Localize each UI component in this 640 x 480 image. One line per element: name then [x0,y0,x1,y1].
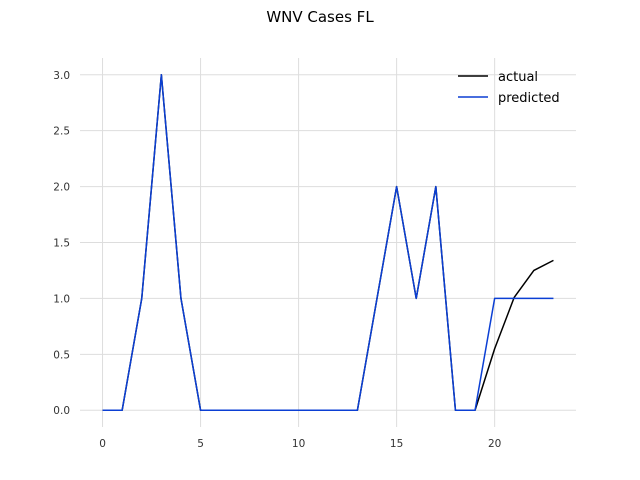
y-tick-label: 1.0 [53,293,70,305]
x-tick-label: 5 [197,438,204,450]
chart-title: WNV Cases FL [266,8,374,26]
y-tick-label: 2.0 [53,182,70,194]
x-tick-label: 0 [99,438,106,450]
y-tick-label: 2.5 [53,126,70,138]
y-tick-label: 0.0 [53,405,70,417]
legend-label-actual: actual [498,70,538,85]
series-line-predicted [102,74,554,411]
y-axis-ticks: 0.0 0.5 1.0 1.5 2.0 2.5 3.0 [53,70,70,417]
legend-label-predicted: predicted [498,91,560,106]
y-gridlines [80,74,576,411]
series-layer [102,74,554,411]
x-tick-label: 10 [292,438,305,450]
legend: actual predicted [458,70,560,106]
x-tick-label: 20 [488,438,501,450]
x-axis-ticks: 0 5 10 15 20 [99,438,501,450]
y-tick-label: 0.5 [53,349,70,361]
y-tick-label: 3.0 [53,70,70,82]
y-tick-label: 1.5 [53,238,70,250]
x-tick-label: 15 [390,438,403,450]
